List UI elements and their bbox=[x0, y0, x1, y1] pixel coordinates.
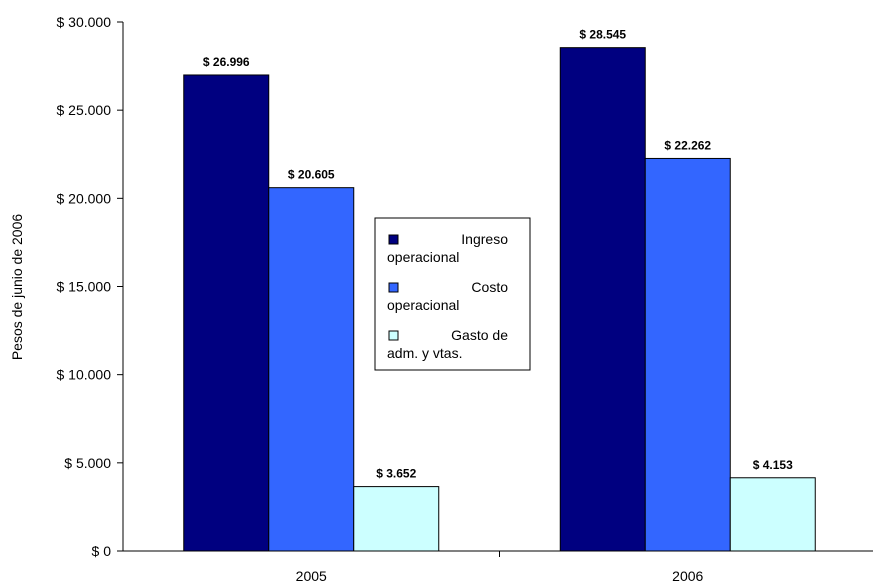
data-label: $ 4.153 bbox=[753, 458, 793, 472]
data-label: $ 28.545 bbox=[579, 28, 626, 42]
bars bbox=[183, 47, 816, 552]
data-label: $ 20.605 bbox=[288, 168, 335, 182]
data-label: $ 26.996 bbox=[203, 55, 250, 69]
y-tick-label: $ 30.000 bbox=[57, 14, 112, 30]
legend-swatch bbox=[388, 234, 399, 245]
x-tick-label: 2006 bbox=[672, 568, 703, 584]
legend-label: operacional bbox=[387, 249, 459, 265]
legend: IngresooperacionalCostooperacionalGasto … bbox=[374, 217, 531, 371]
y-tick-label: $ 10.000 bbox=[57, 367, 112, 383]
legend-label: Ingreso bbox=[461, 231, 508, 247]
x-tick-label: 2005 bbox=[296, 568, 327, 584]
y-tick-label: $ 5.000 bbox=[64, 455, 111, 471]
y-axis-label: Pesos de junio de 2006 bbox=[9, 214, 25, 361]
axes: $ 0 $ 5.000 $ 10.000 $ 15.000 $ 20.000 $ 25.0… bbox=[57, 14, 873, 584]
data-labels: $ 26.996 $ 20.605 $ 3.652 $ 28.545 $ 22.262 $… bbox=[203, 28, 793, 481]
bar bbox=[353, 486, 440, 552]
bar bbox=[644, 157, 731, 552]
bar bbox=[729, 477, 816, 552]
legend-box bbox=[374, 217, 531, 371]
y-tick-label: $ 0 bbox=[92, 543, 112, 559]
legend-label: operacional bbox=[387, 297, 459, 313]
bar bbox=[559, 47, 646, 552]
legend-label: Gasto de bbox=[451, 327, 508, 343]
y-tick-label: $ 25.000 bbox=[57, 102, 112, 118]
legend-label: Costo bbox=[471, 279, 508, 295]
bar bbox=[183, 74, 270, 552]
legend-swatch bbox=[388, 330, 399, 341]
data-label: $ 3.652 bbox=[376, 467, 416, 481]
y-tick-label: $ 20.000 bbox=[57, 190, 112, 206]
legend-label: adm. y vtas. bbox=[387, 345, 462, 361]
y-tick-label: $ 15.000 bbox=[57, 279, 112, 295]
data-label: $ 22.262 bbox=[664, 138, 711, 152]
bar bbox=[268, 187, 355, 552]
legend-swatch bbox=[388, 282, 399, 293]
